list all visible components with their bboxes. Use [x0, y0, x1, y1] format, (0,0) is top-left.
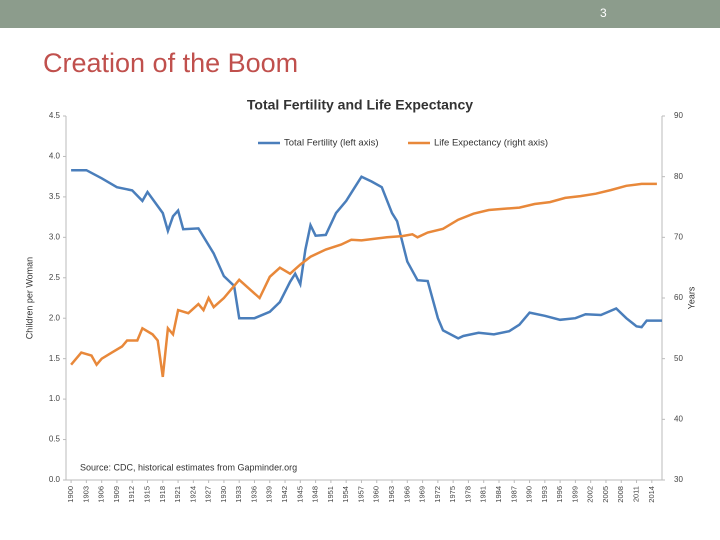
- y-tick-label: 3.5: [49, 192, 61, 201]
- y-tick-label: 1.5: [49, 354, 61, 363]
- x-tick-label: 1972: [433, 486, 442, 503]
- y-tick-label: 2.0: [49, 313, 61, 322]
- x-tick-label: 1984: [494, 486, 503, 503]
- y2-tick-label: 30: [674, 475, 683, 484]
- x-tick-label: 1948: [311, 486, 320, 503]
- y-tick-label: 3.0: [49, 232, 61, 241]
- x-tick-label: 1930: [219, 486, 228, 503]
- y2-tick-label: 90: [674, 111, 683, 120]
- y2-tick-label: 50: [674, 354, 683, 363]
- y-tick-label: 2.5: [49, 273, 61, 282]
- x-tick-label: 1939: [265, 486, 274, 503]
- series-line: [70, 182, 657, 378]
- x-tick-label: 1969: [418, 486, 427, 503]
- x-tick-label: 1957: [356, 486, 365, 503]
- x-tick-label: 1978: [463, 486, 472, 503]
- x-tick-label: 1933: [234, 486, 243, 503]
- x-tick-label: 1990: [525, 486, 534, 503]
- y-tick-label: 4.5: [49, 111, 61, 120]
- x-tick-label: 1903: [81, 486, 90, 503]
- x-tick-label: 1918: [158, 486, 167, 503]
- x-tick-label: 2011: [632, 486, 641, 502]
- y2-tick-label: 80: [674, 172, 683, 181]
- x-tick-label: 1900: [66, 486, 75, 503]
- series-line: [71, 168, 662, 340]
- y2-tick-label: 70: [674, 232, 683, 241]
- x-tick-label: 1909: [112, 486, 121, 503]
- x-tick-label: 1975: [448, 486, 457, 503]
- x-tick-label: 1915: [142, 486, 151, 503]
- x-tick-label: 2002: [586, 486, 595, 503]
- slide-number: 3: [600, 6, 607, 20]
- x-tick-label: 2005: [601, 486, 610, 503]
- legend-label: Life Expectancy (right axis): [434, 138, 548, 149]
- x-tick-label: 1987: [509, 486, 518, 503]
- x-tick-label: 1945: [295, 486, 304, 503]
- y-axis-label: Children per Woman: [24, 257, 34, 339]
- y-tick-label: 4.0: [49, 152, 61, 161]
- y-tick-label: 1.0: [49, 394, 61, 403]
- x-tick-label: 1912: [127, 486, 136, 503]
- x-tick-label: 1906: [97, 486, 106, 503]
- x-tick-label: 1963: [387, 486, 396, 503]
- x-tick-label: 1999: [570, 486, 579, 503]
- x-tick-label: 1927: [204, 486, 213, 503]
- x-tick-label: 1960: [372, 486, 381, 503]
- y2-tick-label: 40: [674, 414, 683, 423]
- y-tick-label: 0.5: [49, 435, 61, 444]
- y-tick-label: 0.0: [49, 475, 61, 484]
- x-tick-label: 1942: [280, 486, 289, 503]
- x-tick-label: 1951: [326, 486, 335, 503]
- legend-label: Total Fertility (left axis): [284, 138, 379, 149]
- x-tick-label: 1954: [341, 486, 350, 503]
- x-tick-label: 1966: [402, 486, 411, 503]
- x-tick-label: 1936: [249, 486, 258, 503]
- slide-title: Creation of the Boom: [43, 48, 299, 78]
- x-tick-label: 2014: [647, 486, 656, 503]
- x-tick-label: 1993: [540, 486, 549, 503]
- x-tick-label: 2008: [616, 486, 625, 503]
- x-tick-label: 1924: [188, 486, 197, 503]
- y2-tick-label: 60: [674, 293, 683, 302]
- annotation: Source: CDC, historical estimates from G…: [80, 462, 297, 472]
- x-tick-label: 1996: [555, 486, 564, 503]
- header-bar: [0, 0, 720, 28]
- x-tick-label: 1921: [173, 486, 182, 503]
- chart-title: Total Fertility and Life Expectancy: [247, 97, 473, 113]
- x-tick-label: 1981: [479, 486, 488, 503]
- y2-axis-label: Years: [686, 286, 696, 309]
